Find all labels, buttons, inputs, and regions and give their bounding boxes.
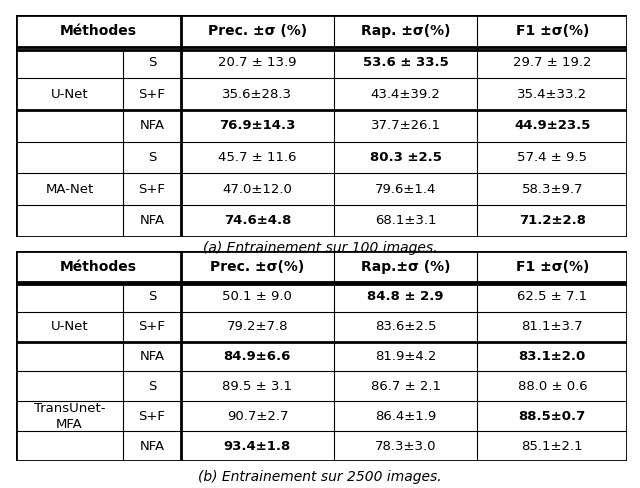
Text: 68.1±3.1: 68.1±3.1 [375,214,436,227]
Text: F1 ±σ(%): F1 ±σ(%) [516,260,589,274]
Text: 86.4±1.9: 86.4±1.9 [375,410,436,423]
Text: 43.4±39.2: 43.4±39.2 [371,88,440,101]
Text: 50.1 ± 9.0: 50.1 ± 9.0 [223,290,292,303]
Text: Méthodes: Méthodes [60,260,137,274]
Text: U-Net: U-Net [51,88,88,101]
Text: 89.5 ± 3.1: 89.5 ± 3.1 [223,380,292,393]
Text: 83.1±2.0: 83.1±2.0 [518,350,586,363]
Text: 74.6±4.8: 74.6±4.8 [224,214,291,227]
Text: S: S [148,151,156,164]
Text: 44.9±23.5: 44.9±23.5 [514,120,591,132]
Text: S+F: S+F [138,320,165,333]
Text: Prec. ±σ(%): Prec. ±σ(%) [211,260,305,274]
Text: 88.5±0.7: 88.5±0.7 [518,410,586,423]
Text: 62.5 ± 7.1: 62.5 ± 7.1 [517,290,588,303]
Text: S+F: S+F [138,88,165,101]
Text: 45.7 ± 11.6: 45.7 ± 11.6 [218,151,297,164]
Text: 90.7±2.7: 90.7±2.7 [227,410,288,423]
Text: U-Net: U-Net [51,320,88,333]
Text: NFA: NFA [140,120,164,132]
Text: 85.1±2.1: 85.1±2.1 [522,440,583,453]
Text: 79.6±1.4: 79.6±1.4 [375,183,436,196]
Text: Prec. ±σ (%): Prec. ±σ (%) [208,24,307,38]
Text: (a) Entrainement sur 100 images.: (a) Entrainement sur 100 images. [203,241,437,255]
Text: 47.0±12.0: 47.0±12.0 [223,183,292,196]
Text: Méthodes: Méthodes [60,24,137,38]
Text: 83.6±2.5: 83.6±2.5 [375,320,436,333]
Text: S: S [148,380,156,393]
Text: 80.3 ±2.5: 80.3 ±2.5 [370,151,442,164]
Text: 78.3±3.0: 78.3±3.0 [375,440,436,453]
Text: 58.3±9.7: 58.3±9.7 [522,183,583,196]
Text: 81.9±4.2: 81.9±4.2 [375,350,436,363]
Text: Rap.±σ (%): Rap.±σ (%) [361,260,451,274]
Text: TransUnet-
MFA: TransUnet- MFA [34,402,105,431]
Text: 79.2±7.8: 79.2±7.8 [227,320,288,333]
Text: S: S [148,290,156,303]
Text: S+F: S+F [138,183,165,196]
Text: 84.8 ± 2.9: 84.8 ± 2.9 [367,290,444,303]
Text: 35.4±33.2: 35.4±33.2 [517,88,588,101]
Text: NFA: NFA [140,350,164,363]
Text: 93.4±1.8: 93.4±1.8 [224,440,291,453]
Text: 84.9±6.6: 84.9±6.6 [224,350,291,363]
Text: 20.7 ± 13.9: 20.7 ± 13.9 [218,56,297,69]
Text: NFA: NFA [140,214,164,227]
Text: (b) Entrainement sur 2500 images.: (b) Entrainement sur 2500 images. [198,470,442,484]
Text: Rap. ±σ(%): Rap. ±σ(%) [361,24,451,38]
Text: 86.7 ± 2.1: 86.7 ± 2.1 [371,380,440,393]
Text: 29.7 ± 19.2: 29.7 ± 19.2 [513,56,591,69]
Text: 53.6 ± 33.5: 53.6 ± 33.5 [363,56,449,69]
Text: S+F: S+F [138,410,165,423]
Text: F1 ±σ(%): F1 ±σ(%) [516,24,589,38]
Text: 81.1±3.7: 81.1±3.7 [522,320,583,333]
Text: S: S [148,56,156,69]
Text: MA-Net: MA-Net [45,183,93,196]
Text: 57.4 ± 9.5: 57.4 ± 9.5 [517,151,588,164]
Text: 76.9±14.3: 76.9±14.3 [220,120,296,132]
Text: 35.6±28.3: 35.6±28.3 [223,88,292,101]
Text: 88.0 ± 0.6: 88.0 ± 0.6 [518,380,587,393]
Text: 37.7±26.1: 37.7±26.1 [371,120,441,132]
Text: 71.2±2.8: 71.2±2.8 [519,214,586,227]
Text: NFA: NFA [140,440,164,453]
